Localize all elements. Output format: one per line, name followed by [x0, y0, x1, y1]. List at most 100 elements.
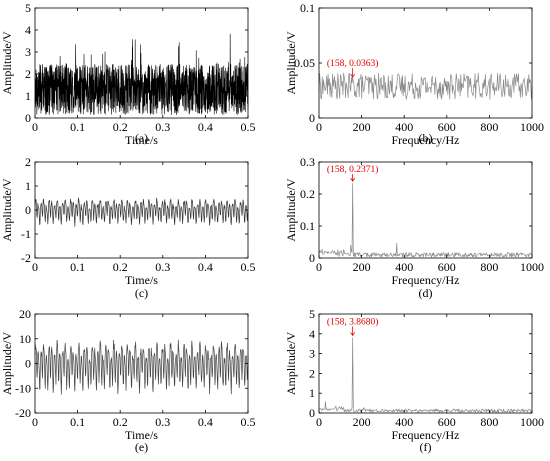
y-tick-label: 0: [25, 203, 31, 217]
x-axis-label: Time/s: [125, 133, 158, 147]
y-tick-label: 2: [25, 67, 31, 81]
y-tick-label: 5: [309, 307, 315, 321]
x-tick-label: 800: [480, 415, 498, 429]
x-axis-label: Time/s: [125, 273, 158, 287]
x-tick-label: 0.4: [198, 260, 213, 274]
plot-frame-a: [34, 7, 249, 119]
x-axis-label: Time/s: [125, 428, 158, 442]
y-tick-label: 0: [25, 357, 31, 371]
peak-annotation-label: (158, 0.2371): [327, 164, 378, 175]
x-tick-label: 0.2: [113, 260, 128, 274]
y-tick-label: 5: [25, 1, 31, 15]
y-tick-label: -1: [21, 227, 31, 241]
panel-caption: (a): [135, 131, 148, 145]
x-tick-label: 0.1: [70, 415, 85, 429]
y-tick-label: 0: [25, 111, 31, 125]
x-tick-label: 0.5: [241, 260, 256, 274]
x-tick-label: 200: [353, 415, 371, 429]
y-tick-label: 0.1: [300, 1, 315, 15]
y-tick-label: 0: [309, 406, 315, 420]
y-tick-label: 1: [25, 179, 31, 193]
series-line-b: [318, 72, 533, 100]
panel-caption: (f): [420, 440, 432, 454]
x-tick-label: 1000: [520, 415, 544, 429]
x-tick-label: 600: [438, 120, 456, 134]
y-tick-label: 0.2: [300, 187, 315, 201]
x-tick-label: 0: [316, 415, 322, 429]
y-tick-label: 4: [25, 23, 31, 37]
plot-frame-d: [318, 161, 533, 259]
y-axis-label: Amplitude/V: [0, 178, 14, 242]
x-axis-label: Frequency/Hz: [392, 273, 460, 287]
x-tick-label: 0.2: [113, 120, 128, 134]
series-line-c: [34, 197, 249, 227]
peak-annotation-arrowhead: [350, 73, 355, 78]
x-tick-label: 0.3: [155, 415, 170, 429]
x-tick-label: 0.3: [155, 120, 170, 134]
y-tick-label: 2: [309, 366, 315, 380]
peak-annotation-arrowhead: [350, 332, 355, 337]
x-tick-label: 0.2: [113, 415, 128, 429]
plot-frame-f: [318, 313, 533, 414]
y-tick-label: -10: [15, 381, 31, 395]
series-line-a: [34, 33, 249, 115]
x-tick-label: 0: [316, 120, 322, 134]
y-tick-label: 1: [25, 89, 31, 103]
series-line-f: [318, 337, 533, 413]
y-tick-label: 0.05: [294, 56, 315, 70]
y-tick-label: 10: [19, 332, 31, 346]
x-tick-label: 0.5: [241, 120, 256, 134]
chart-panel-c: 0 0.1 0.2 0.3 0.4 0.5 -2 -1 0 1 2 Time/s Amplitude/V…: [0, 155, 256, 300]
chart-panel-b: 0 200 400 600 800 1000 0 0.05 0.1 Frequency/Hz Amp…: [284, 1, 544, 147]
y-axis-label: Amplitude/V: [284, 31, 298, 95]
panel-caption: (d): [419, 286, 433, 300]
x-tick-label: 800: [480, 260, 498, 274]
series-line-e: [34, 339, 249, 395]
panel-caption: (c): [135, 286, 148, 300]
x-tick-label: 0.1: [70, 120, 85, 134]
y-tick-label: 0.1: [300, 219, 315, 233]
y-tick-label: 0.3: [300, 155, 315, 169]
x-tick-label: 1000: [520, 260, 544, 274]
x-tick-label: 200: [353, 260, 371, 274]
y-axis-label: Amplitude/V: [0, 332, 14, 396]
peak-annotation-label: (158, 0.0363): [327, 58, 378, 69]
y-axis-label: Amplitude/V: [284, 332, 298, 396]
y-tick-label: 2: [25, 155, 31, 169]
y-tick-label: 3: [309, 347, 315, 361]
x-tick-label: 0: [32, 260, 38, 274]
x-tick-label: 0.1: [70, 260, 85, 274]
peak-annotation-arrowhead: [350, 177, 355, 182]
y-axis-label: Amplitude/V: [284, 178, 298, 242]
x-tick-label: 600: [438, 260, 456, 274]
chart-panel-d: 0 200 400 600 800 1000 0 0.1 0.2 0.3 Frequency/Hz A…: [284, 155, 544, 300]
x-tick-label: 0: [316, 260, 322, 274]
x-tick-label: 600: [438, 415, 456, 429]
chart-panel-f: 0 200 400 600 800 1000 0 1 2 3 4 5 Frequency/Hz Ampli…: [284, 307, 544, 454]
series-line-d: [318, 183, 533, 258]
panel-caption: (e): [135, 440, 148, 454]
y-tick-label: 20: [19, 307, 31, 321]
x-tick-label: 400: [395, 120, 413, 134]
x-axis-label: Frequency/Hz: [392, 428, 460, 442]
y-tick-label: -20: [15, 406, 31, 420]
x-tick-label: 0.4: [198, 120, 213, 134]
peak-annotation-label: (158, 3.8680): [327, 316, 378, 327]
x-tick-label: 0.4: [198, 415, 213, 429]
x-tick-label: 800: [480, 120, 498, 134]
chart-panel-e: 0 0.1 0.2 0.3 0.4 0.5 -20 -10 0 10 20 Time/s Amplitu…: [0, 307, 256, 454]
x-tick-label: 1000: [520, 120, 544, 134]
x-tick-label: 0.3: [155, 260, 170, 274]
y-tick-label: -2: [21, 251, 31, 265]
y-tick-label: 0: [309, 251, 315, 265]
x-axis-label: Frequency/Hz: [392, 133, 460, 147]
x-tick-label: 0: [32, 120, 38, 134]
panel-caption: (b): [419, 131, 433, 145]
y-tick-label: 1: [309, 386, 315, 400]
y-tick-label: 4: [309, 327, 315, 341]
x-tick-label: 400: [395, 415, 413, 429]
chart-panel-a: 0 0.1 0.2 0.3 0.4 0.5 0 1 2 3 4 5 Time/s Amplitude/V (…: [0, 1, 256, 147]
y-axis-label: Amplitude/V: [0, 31, 14, 95]
x-tick-label: 400: [395, 260, 413, 274]
